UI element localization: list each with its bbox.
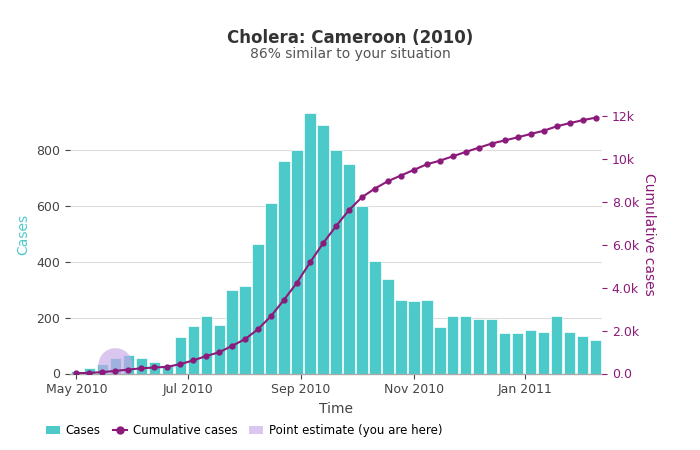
Bar	[369, 261, 381, 373]
Bar	[538, 332, 550, 373]
Bar	[253, 244, 264, 374]
Bar	[317, 125, 329, 374]
Bar	[408, 301, 419, 374]
Bar	[460, 316, 472, 373]
Bar	[122, 356, 134, 373]
Bar	[162, 365, 173, 374]
Bar	[421, 300, 433, 373]
Bar	[356, 206, 368, 374]
Bar	[71, 371, 82, 373]
Bar	[214, 325, 225, 374]
Bar	[447, 316, 458, 373]
Bar	[512, 333, 524, 374]
Bar	[110, 358, 121, 374]
Bar	[291, 150, 303, 374]
Bar	[136, 358, 147, 374]
Bar	[486, 319, 498, 374]
Legend: Cases, Cumulative cases, Point estimate (you are here): Cases, Cumulative cases, Point estimate …	[41, 419, 447, 442]
Bar	[434, 328, 445, 373]
Bar	[577, 336, 588, 374]
Bar	[590, 340, 601, 374]
Bar	[499, 333, 510, 374]
Bar	[200, 316, 212, 373]
Bar	[473, 319, 484, 374]
Bar	[343, 164, 355, 374]
Bar	[188, 326, 199, 374]
Bar	[265, 203, 276, 374]
Bar	[525, 330, 536, 374]
Point	[110, 361, 121, 369]
Y-axis label: Cases: Cases	[17, 213, 31, 255]
Bar	[174, 337, 186, 374]
Bar	[84, 368, 95, 373]
Bar	[551, 316, 562, 373]
Bar	[97, 364, 108, 374]
Bar	[304, 112, 316, 374]
Bar	[227, 290, 238, 374]
Bar	[330, 150, 342, 374]
Y-axis label: Cumulative cases: Cumulative cases	[642, 173, 656, 295]
Bar	[564, 332, 575, 373]
Bar	[279, 162, 290, 374]
Bar	[239, 286, 251, 374]
Bar	[395, 300, 407, 373]
Text: 86% similar to your situation: 86% similar to your situation	[250, 47, 450, 61]
Bar	[382, 279, 393, 374]
Bar	[148, 362, 160, 373]
X-axis label: Time: Time	[319, 402, 353, 416]
Text: Cholera: Cameroon (2010): Cholera: Cameroon (2010)	[227, 29, 473, 47]
